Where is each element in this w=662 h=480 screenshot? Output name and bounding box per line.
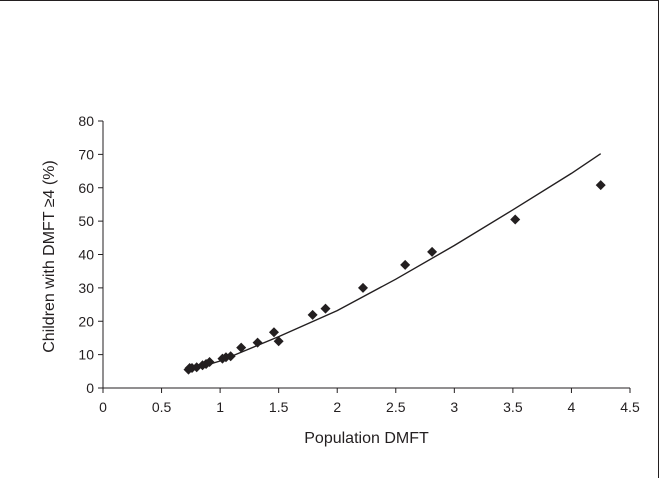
- data-point: [427, 246, 438, 257]
- x-tick-label: 2: [333, 399, 341, 415]
- y-tick-label: 40: [78, 247, 94, 263]
- x-tick-label: 1.5: [269, 399, 289, 415]
- data-point: [357, 282, 368, 293]
- x-tick-label: 2.5: [386, 399, 406, 415]
- y-tick-label: 60: [78, 180, 94, 196]
- data-point: [273, 336, 284, 347]
- x-tick-label: 0.5: [152, 399, 172, 415]
- x-tick-label: 3: [450, 399, 458, 415]
- trend-line: [188, 153, 602, 372]
- y-tick-label: 30: [78, 280, 94, 296]
- y-tick-label: 10: [78, 347, 94, 363]
- data-point: [204, 356, 215, 367]
- plot-area: 0 10 20 30 40 50 60 70 80 0 0.5 1 1.5 2 2.5 3 3.5 4 4.5: [78, 113, 640, 415]
- data-point: [400, 259, 411, 270]
- x-axis-title: Population DMFT: [304, 430, 429, 447]
- data-point: [510, 214, 521, 225]
- y-tick-label: 20: [78, 313, 94, 329]
- y-tick-label: 70: [78, 146, 94, 162]
- data-point: [252, 337, 263, 348]
- data-point: [307, 309, 318, 320]
- x-tick-label: 0: [99, 399, 107, 415]
- x-tick-label: 3.5: [503, 399, 523, 415]
- x-tick-label: 1: [216, 399, 224, 415]
- data-point: [595, 180, 606, 191]
- y-tick-label: 80: [78, 113, 94, 129]
- x-tick-label: 4: [568, 399, 576, 415]
- data-point: [320, 303, 331, 314]
- x-tick-label: 4.5: [620, 399, 640, 415]
- y-tick-label: 0: [86, 380, 94, 396]
- y-axis-title: Children with DMFT ≥4 (%): [41, 160, 58, 353]
- y-tick-label: 50: [78, 213, 94, 229]
- data-point: [236, 342, 247, 353]
- data-point: [268, 327, 279, 338]
- data-point: [225, 351, 236, 362]
